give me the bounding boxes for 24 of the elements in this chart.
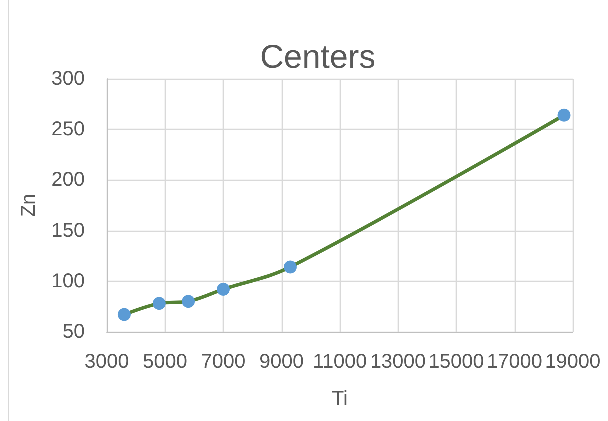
- point: [284, 260, 297, 274]
- x-tick-label: 17000: [486, 351, 543, 373]
- point: [217, 283, 230, 296]
- point: [118, 308, 131, 322]
- x-tick-label: 13000: [370, 351, 426, 373]
- chart-title: Centers: [260, 38, 376, 75]
- point: [558, 108, 571, 122]
- y-axis-title: Zn: [18, 194, 40, 218]
- y-tick-label: 250: [52, 118, 85, 141]
- y-tick-label: 100: [52, 270, 85, 292]
- point: [182, 295, 196, 308]
- point: [152, 297, 166, 310]
- x-axis-title: Ti: [332, 388, 348, 410]
- x-tick-label: 9000: [260, 351, 304, 373]
- x-tick-label: 19000: [545, 351, 601, 373]
- y-tick-label: 150: [52, 220, 85, 242]
- y-tick-label: 300: [52, 68, 85, 90]
- x-tick-label: 7000: [201, 351, 246, 373]
- x-tick-label: 15000: [428, 351, 484, 373]
- y-tick-label: 50: [62, 321, 85, 343]
- x-tick-label: 3000: [84, 351, 130, 373]
- x-tick-label: 11000: [312, 351, 368, 373]
- y-tick-label: 200: [52, 169, 85, 192]
- x-tick-label: 5000: [143, 351, 188, 373]
